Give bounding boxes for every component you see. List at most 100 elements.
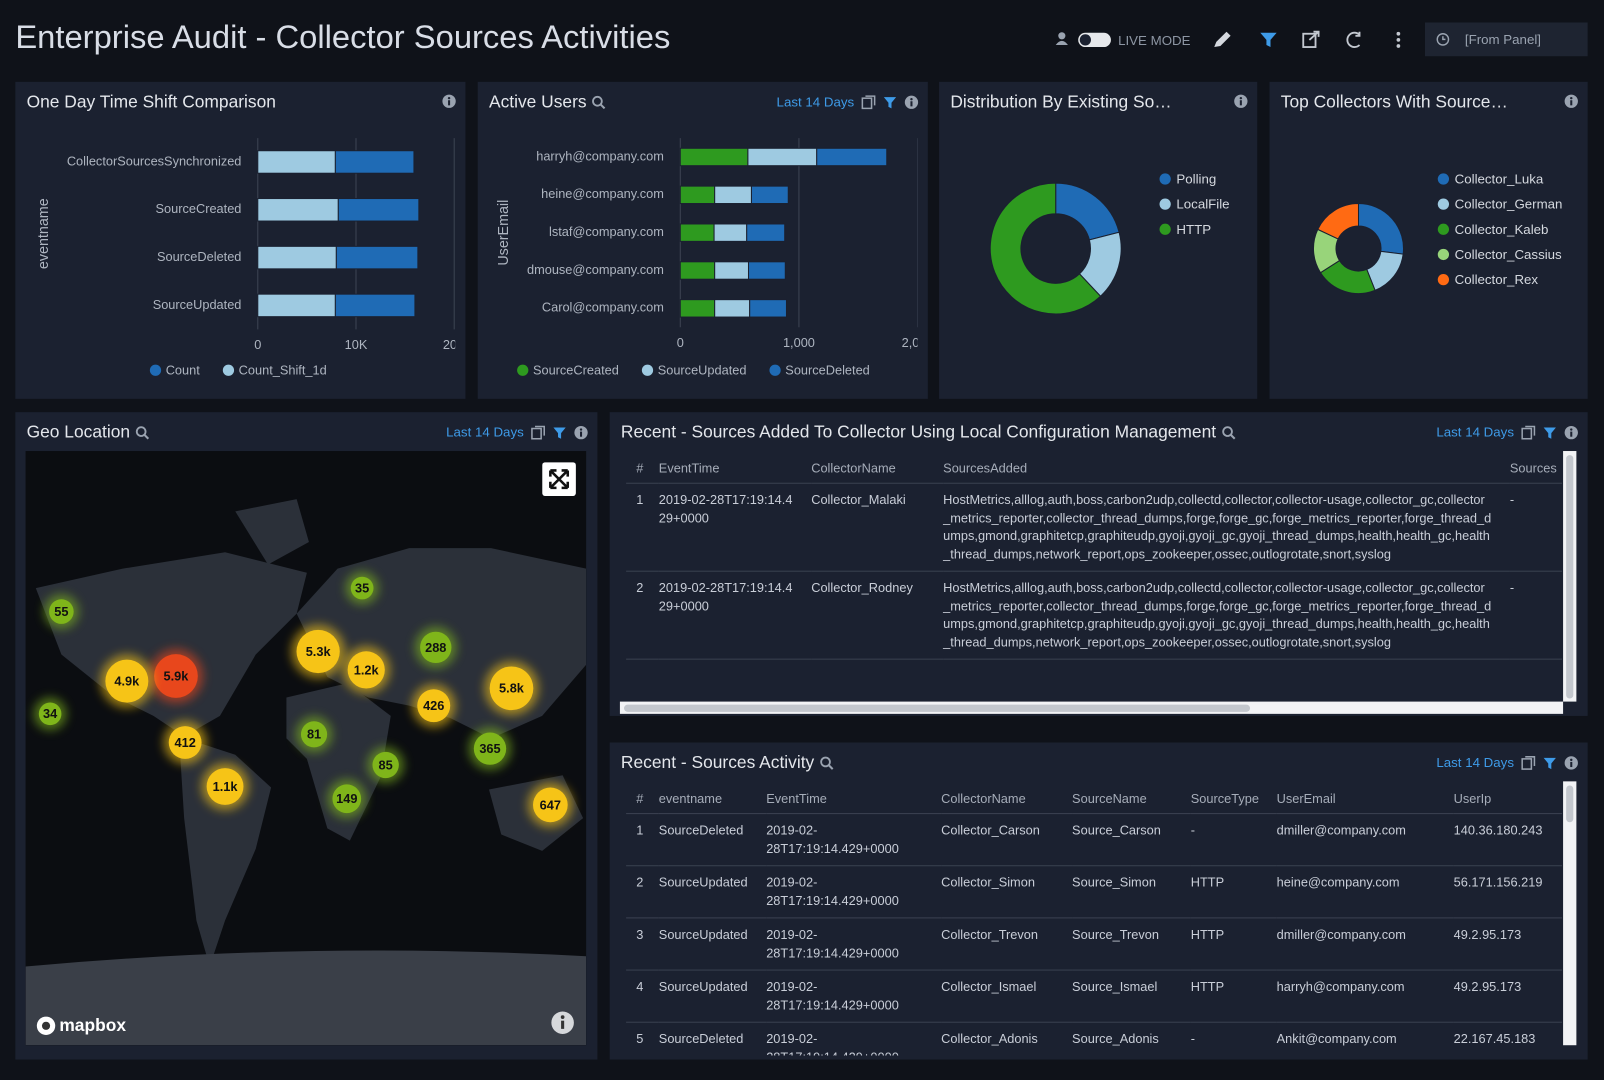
column-header: Sources [1510, 454, 1562, 483]
copy-icon[interactable] [1521, 425, 1535, 439]
copy-icon[interactable] [531, 425, 545, 439]
filter-icon[interactable] [1543, 425, 1557, 439]
live-mode-toggle[interactable] [1054, 31, 1115, 49]
time-range-badge[interactable]: Last 14 Days [1436, 424, 1514, 439]
table: #EventTimeCollectorNameSourcesAddedSourc… [626, 454, 1562, 699]
table-cell: HostMetrics,alllog,auth,boss,carbon2udp,… [943, 571, 1510, 659]
scrollbar[interactable] [620, 702, 1563, 714]
filter-icon[interactable] [1543, 755, 1557, 769]
table-cell: Collector_Rodney [811, 571, 943, 659]
table-cell: 22.167.45.183 [1454, 1022, 1562, 1055]
column-header: UserEmail [1277, 784, 1454, 813]
panel-title: Geo Location [27, 422, 130, 442]
table-cell: - [1510, 483, 1562, 571]
table-cell: dmiller@company.com [1277, 918, 1454, 970]
table-cell: SourceUpdated [659, 918, 766, 970]
fullscreen-button[interactable] [542, 462, 576, 496]
info-icon[interactable] [1234, 94, 1248, 108]
map-info-button[interactable] [550, 1010, 575, 1035]
info-icon[interactable] [1564, 425, 1578, 439]
table-cell: Collector_Carson [941, 814, 1072, 866]
time-range-box[interactable]: [From Panel] [1425, 23, 1588, 57]
panel-title: Active Users [489, 92, 587, 112]
column-header: SourceType [1191, 784, 1277, 813]
search-icon[interactable] [1221, 425, 1235, 439]
table-cell: 56.171.156.219 [1454, 866, 1562, 918]
search-icon[interactable] [592, 95, 606, 109]
mapbox-logo [36, 1016, 56, 1036]
table-cell: Source_Adonis [1072, 1022, 1191, 1055]
copy-icon[interactable] [861, 95, 875, 109]
scrollbar[interactable] [1563, 451, 1576, 702]
panel-title: One Day Time Shift Comparison [27, 92, 276, 112]
map-land [26, 451, 587, 1045]
column-header: EventTime [659, 454, 811, 483]
clock-icon [1436, 33, 1449, 46]
table-cell: 2019-02-28T17:19:14.429+0000 [659, 483, 811, 571]
panel: Distribution By Existing So… [939, 82, 1257, 399]
table-row[interactable]: 2SourceUpdated2019-02-28T17:19:14.429+00… [626, 866, 1562, 918]
search-icon[interactable] [135, 425, 149, 439]
search-icon[interactable] [819, 756, 833, 770]
table: #eventnameEventTimeCollectorNameSourceNa… [626, 784, 1562, 1055]
table-row[interactable]: 1SourceDeleted2019-02-28T17:19:14.429+00… [626, 814, 1562, 866]
time-range-badge[interactable]: Last 14 Days [777, 94, 855, 109]
table-cell: Collector_Adonis [941, 1022, 1072, 1055]
scrollbar[interactable] [1563, 781, 1576, 1045]
table-row[interactable]: 22019-02-28T17:19:14.429+0000Collector_R… [626, 571, 1562, 659]
info-icon[interactable] [1564, 94, 1578, 108]
table-cell: dmiller@company.com [1277, 814, 1454, 866]
toolbar-icons[interactable] [1212, 30, 1411, 50]
info-icon[interactable] [574, 425, 588, 439]
filter-icon[interactable] [552, 425, 566, 439]
panel: One Day Time Shift Comparison [15, 82, 465, 399]
panel: Geo Location Last 14 Days mapbox [15, 412, 597, 1059]
table-cell: 5 [626, 1022, 659, 1055]
table-cell: Source_Ismael [1072, 970, 1191, 1022]
time-range-badge[interactable]: Last 14 Days [446, 424, 524, 439]
table-row[interactable]: 5SourceDeleted2019-02-28T17:19:14.429+00… [626, 1022, 1562, 1055]
column-header: EventTime [766, 784, 941, 813]
table-cell: 4 [626, 970, 659, 1022]
table-cell: 2 [626, 571, 659, 659]
column-header: # [626, 454, 659, 483]
table-cell: Source_Trevon [1072, 918, 1191, 970]
table-cell: 2019-02-28T17:19:14.429+0000 [766, 866, 941, 918]
panel-title: Distribution By Existing So… [950, 92, 1171, 112]
table-row[interactable]: 3SourceUpdated2019-02-28T17:19:14.429+00… [626, 918, 1562, 970]
header-row: #eventnameEventTimeCollectorNameSourceNa… [626, 784, 1562, 813]
column-header: CollectorName [941, 784, 1072, 813]
table-cell: heine@company.com [1277, 866, 1454, 918]
table-cell: Collector_Malaki [811, 483, 943, 571]
column-header: UserIp [1454, 784, 1562, 813]
table-cell: 3 [626, 918, 659, 970]
info-icon[interactable] [904, 95, 918, 109]
table-cell: - [1510, 571, 1562, 659]
table-row[interactable]: 4SourceUpdated2019-02-28T17:19:14.429+00… [626, 970, 1562, 1022]
table-row[interactable]: 12019-02-28T17:19:14.429+0000Collector_M… [626, 483, 1562, 571]
table-cell: 1 [626, 483, 659, 571]
info-icon[interactable] [1564, 755, 1578, 769]
panel-title: Recent - Sources Activity [621, 753, 814, 773]
table-cell: harryh@company.com [1277, 970, 1454, 1022]
table-cell: HostMetrics,alllog,auth,boss,carbon2udp,… [943, 483, 1510, 571]
table-cell: 140.36.180.243 [1454, 814, 1562, 866]
info-icon[interactable] [442, 94, 456, 108]
map[interactable]: mapbox [26, 451, 587, 1045]
table-cell: SourceUpdated [659, 970, 766, 1022]
time-range-badge[interactable]: Last 14 Days [1436, 755, 1514, 770]
column-header: CollectorName [811, 454, 943, 483]
table-cell: HTTP [1191, 918, 1277, 970]
map-attribution[interactable]: mapbox [59, 1016, 126, 1036]
copy-icon[interactable] [1521, 755, 1535, 769]
filter-icon[interactable] [883, 95, 897, 109]
table-cell: 2019-02-28T17:19:14.429+0000 [659, 571, 811, 659]
table-cell: 1 [626, 814, 659, 866]
table-cell: 2019-02-28T17:19:14.429+0000 [766, 814, 941, 866]
table-cell: 49.2.95.173 [1454, 918, 1562, 970]
data-table: #EventTimeCollectorNameSourcesAddedSourc… [626, 454, 1562, 660]
table-cell: 2019-02-28T17:19:14.429+0000 [766, 1022, 941, 1055]
dashboard-title: Enterprise Audit - Collector Sources Act… [15, 18, 670, 56]
table-cell: Collector_Trevon [941, 918, 1072, 970]
